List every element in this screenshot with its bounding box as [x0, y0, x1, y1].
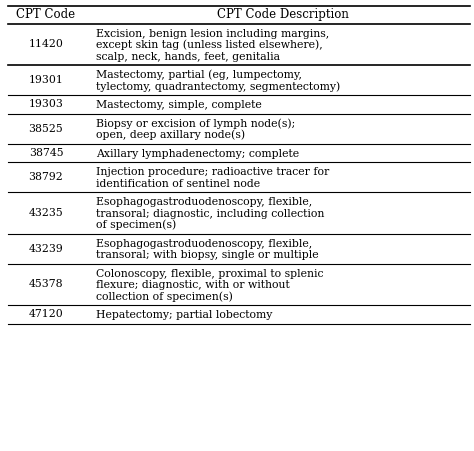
Text: transoral; diagnostic, including collection: transoral; diagnostic, including collect… — [96, 209, 324, 219]
Text: 19301: 19301 — [28, 75, 64, 85]
Text: except skin tag (unless listed elsewhere),: except skin tag (unless listed elsewhere… — [96, 40, 323, 50]
Text: scalp, neck, hands, feet, genitalia: scalp, neck, hands, feet, genitalia — [96, 52, 280, 62]
Text: 38525: 38525 — [28, 124, 64, 133]
Text: CPT Code Description: CPT Code Description — [217, 8, 349, 21]
Text: 38792: 38792 — [28, 172, 64, 182]
Text: 47120: 47120 — [28, 309, 64, 319]
Text: Biopsy or excision of lymph node(s);: Biopsy or excision of lymph node(s); — [96, 118, 295, 129]
Text: Injection procedure; radioactive tracer for: Injection procedure; radioactive tracer … — [96, 167, 329, 177]
Text: Mastectomy, partial (eg, lumpectomy,: Mastectomy, partial (eg, lumpectomy, — [96, 70, 302, 80]
Text: 11420: 11420 — [28, 39, 64, 49]
Text: collection of specimen(s): collection of specimen(s) — [96, 291, 233, 302]
Text: identification of sentinel node: identification of sentinel node — [96, 179, 260, 189]
Text: transoral; with biopsy, single or multiple: transoral; with biopsy, single or multip… — [96, 250, 319, 260]
Text: 38745: 38745 — [29, 148, 64, 158]
Text: Mastectomy, simple, complete: Mastectomy, simple, complete — [96, 100, 262, 110]
Text: Esophagogastroduodenoscopy, flexible,: Esophagogastroduodenoscopy, flexible, — [96, 197, 312, 207]
Text: Excision, benign lesion including margins,: Excision, benign lesion including margin… — [96, 29, 329, 39]
Text: Colonoscopy, flexible, proximal to splenic: Colonoscopy, flexible, proximal to splen… — [96, 269, 323, 279]
Text: tylectomy, quadrantectomy, segmentectomy): tylectomy, quadrantectomy, segmentectomy… — [96, 81, 340, 92]
Text: 45378: 45378 — [29, 279, 64, 289]
Text: Axillary lymphadenectomy; complete: Axillary lymphadenectomy; complete — [96, 149, 299, 159]
Text: 43239: 43239 — [28, 244, 64, 253]
Text: of specimen(s): of specimen(s) — [96, 220, 176, 230]
Text: Esophagogastroduodenoscopy, flexible,: Esophagogastroduodenoscopy, flexible, — [96, 239, 312, 249]
Text: CPT Code: CPT Code — [17, 8, 75, 21]
Text: Hepatectomy; partial lobectomy: Hepatectomy; partial lobectomy — [96, 310, 273, 320]
Text: 43235: 43235 — [28, 208, 64, 218]
Text: flexure; diagnostic, with or without: flexure; diagnostic, with or without — [96, 280, 290, 290]
Text: open, deep axillary node(s): open, deep axillary node(s) — [96, 130, 245, 140]
Text: 19303: 19303 — [28, 99, 64, 109]
